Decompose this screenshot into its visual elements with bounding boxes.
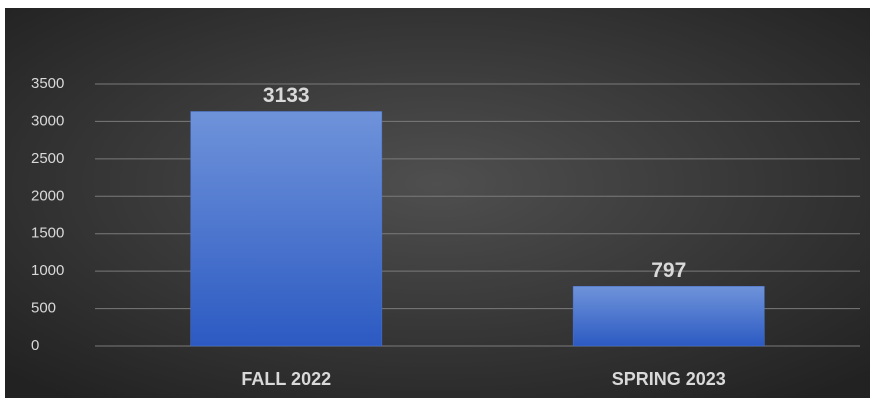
- y-tick-label: 2000: [31, 187, 64, 204]
- data-label: 3133: [263, 84, 310, 107]
- data-label: 797: [651, 259, 686, 282]
- bar: [572, 286, 765, 347]
- y-tick-label: 3000: [31, 112, 64, 129]
- y-tick-label: 3500: [31, 75, 64, 92]
- y-tick-label: 500: [31, 300, 56, 317]
- y-tick-label: 2500: [31, 150, 64, 167]
- y-tick-label: 0: [31, 337, 39, 354]
- bar: [190, 111, 383, 347]
- x-tick-label: FALL 2022: [241, 369, 331, 389]
- y-tick-label: 1000: [31, 262, 64, 279]
- x-tick-label: SPRING 2023: [612, 369, 726, 389]
- y-tick-label: 1500: [31, 225, 64, 242]
